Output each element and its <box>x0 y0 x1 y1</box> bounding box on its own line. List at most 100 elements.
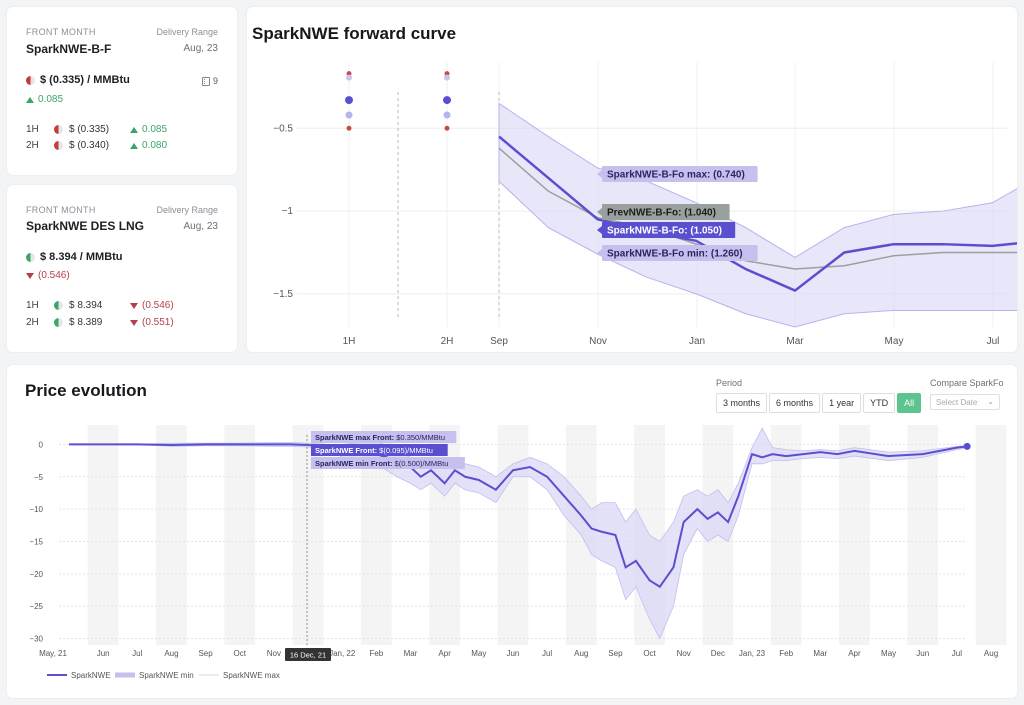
half-row-2h: 2H $ 8.389 (0.551) <box>26 317 174 328</box>
x-tick-label: May, 21 <box>39 649 67 658</box>
contract-price: $ (0.335) / MMBtu <box>26 74 130 86</box>
period-6m-button[interactable]: 6 months <box>769 393 821 413</box>
x-tick-label: 1H <box>343 336 356 347</box>
month-band <box>907 425 939 645</box>
tooltip-box <box>311 457 465 469</box>
y-tick-label: −20 <box>29 570 43 579</box>
half-prev-point <box>443 111 451 119</box>
tooltip-box <box>311 444 448 456</box>
row-change: 0.085 <box>142 124 168 135</box>
half-prev-point <box>345 111 353 119</box>
tooltip-text: SparkNWE Front: $(0.095)/MMBtu <box>315 446 433 455</box>
row-label: 2H <box>26 317 39 328</box>
x-tick-label: Apr <box>848 649 861 658</box>
building-icon <box>201 76 210 86</box>
price-change: (0.546) <box>26 270 70 281</box>
price-value: $ (0.335) / MMBtu <box>40 74 130 86</box>
half-min-point <box>346 125 352 131</box>
tooltip-box <box>602 166 758 182</box>
row-change: (0.551) <box>142 317 174 328</box>
change-value: (0.546) <box>38 270 70 281</box>
tooltip-text: SparkNWE min Front: $(0.500)/MMBtu <box>315 459 448 468</box>
row-change: (0.546) <box>142 300 174 311</box>
period-ytd-button[interactable]: YTD <box>863 393 896 413</box>
x-tick-label: Sep <box>198 649 213 658</box>
arrow-up-icon <box>130 142 138 149</box>
spark-curve-line <box>498 135 1017 293</box>
arrow-up-icon <box>26 96 34 103</box>
price-change: 0.085 <box>26 94 63 105</box>
y-tick-label: −10 <box>29 505 43 514</box>
half-band-point <box>346 74 352 81</box>
tooltip-text: SparkNWE max Front: $0.350/MMBtu <box>315 433 445 442</box>
half-main-point <box>443 96 451 105</box>
month-band <box>156 425 187 645</box>
x-tick-label: Jan <box>689 336 705 347</box>
half-row-2h: 2H $ (0.340) 0.080 <box>26 140 167 151</box>
row-value: $ 8.389 <box>69 317 103 328</box>
x-tick-label: Nov <box>267 649 281 658</box>
row-change: 0.080 <box>142 140 168 151</box>
half-circle-icon <box>54 141 63 150</box>
x-tick-label: Jun <box>97 649 110 658</box>
front-month-label: FRONT MONTH <box>26 27 96 37</box>
y-tick-label: −30 <box>29 635 43 644</box>
price-evolution-chart[interactable]: 0 −5 −10 −15 −20 −25 −30 May, 21 Jun Jul Aug Sep Oct… <box>7 365 1017 698</box>
half-circle-icon <box>26 252 35 262</box>
compare-date-select[interactable]: Select Date ⌄ <box>930 394 1000 410</box>
tooltip-text: SparkNWE-B-Fo: (1.050) <box>607 226 722 237</box>
y-tick-label: −5 <box>34 473 44 482</box>
period-1y-button[interactable]: 1 year <box>822 393 862 413</box>
tooltip-box <box>311 431 457 443</box>
tooltip-box <box>602 245 758 261</box>
period-buttons: 3 months 6 months 1 year YTD All <box>716 393 922 413</box>
tooltip-pointer <box>597 170 602 178</box>
x-tick-label: May <box>885 336 904 347</box>
legend-label: SparkNWE min <box>139 671 194 680</box>
tooltip-text: PrevNWE-B-Fo: (1.040) <box>607 208 716 219</box>
x-tick-label: Nov <box>589 336 607 347</box>
tooltip-box <box>602 204 730 220</box>
y-tick-label: −1 <box>282 206 294 217</box>
tooltip-box <box>602 222 736 238</box>
x-tick-label: May <box>881 649 896 658</box>
x-tick-label: Nov <box>677 649 691 658</box>
month-band <box>497 425 529 645</box>
count-value: 9 <box>212 76 218 86</box>
arrow-up-icon <box>130 126 138 133</box>
half-circle-icon <box>54 301 63 310</box>
arrow-down-icon <box>130 302 138 309</box>
contract-price: $ 8.394 / MMBtu <box>26 251 123 263</box>
forward-curve-chart[interactable]: −0.5−1−1.51H 2H Sep Nov Jan Mar May JulSparkNWE… <box>247 7 1017 352</box>
month-band <box>839 425 870 645</box>
delivery-range-label: Delivery Range <box>156 27 218 37</box>
compare-label: Compare SparkFo <box>930 378 1004 388</box>
legend-label: SparkNWE max <box>223 671 280 680</box>
x-tick-label: Sep <box>490 336 508 347</box>
half-max-point <box>346 71 352 77</box>
contract-card-1[interactable]: FRONT MONTH Delivery Range SparkNWE-B-F … <box>7 7 237 175</box>
period-3m-button[interactable]: 3 months <box>716 393 768 413</box>
tooltip-text: SparkNWE-B-Fo min: (1.260) <box>607 249 743 260</box>
y-tick-label: 0 <box>39 440 44 449</box>
x-tick-label: Mar <box>786 336 804 347</box>
price-evolution-title: Price evolution <box>25 381 147 400</box>
half-main-point <box>345 96 353 105</box>
cargo-count: 9 <box>201 76 218 86</box>
change-value: 0.085 <box>38 94 64 105</box>
x-tick-label: Jul <box>952 649 962 658</box>
month-band <box>770 425 802 645</box>
period-label: Period <box>716 378 743 388</box>
month-band <box>224 425 256 645</box>
row-value: $ 8.394 <box>69 300 103 311</box>
delivery-range-label: Delivery Range <box>156 205 218 215</box>
x-tick-label: Jun <box>506 649 519 658</box>
month-band <box>975 425 1007 645</box>
period-all-button[interactable]: All <box>897 393 922 413</box>
contract-card-2[interactable]: FRONT MONTH Delivery Range SparkNWE DES … <box>7 185 237 352</box>
crosshair-label-box <box>285 648 331 661</box>
arrow-down-icon <box>26 272 34 279</box>
x-tick-label: Aug <box>984 649 998 658</box>
month-band <box>87 425 119 645</box>
x-tick-label: 2H <box>441 336 454 347</box>
